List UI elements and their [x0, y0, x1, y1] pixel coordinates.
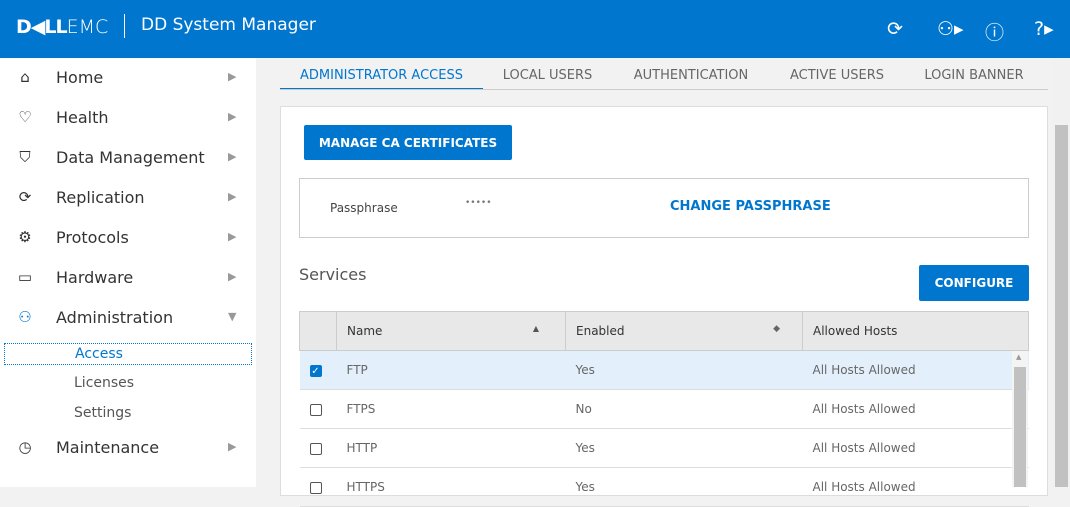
sidebar-item-data-management[interactable]: ⛉ Data Management ▶: [0, 138, 256, 178]
cell-allowed-hosts: All Hosts Allowed: [802, 467, 1029, 507]
table-row[interactable]: ✓ FTP Yes All Hosts Allowed: [299, 350, 1029, 390]
page-scroll-thumb[interactable]: [1055, 125, 1068, 487]
tab-authentication[interactable]: AUTHENTICATION: [633, 68, 749, 83]
table-scroll-thumb[interactable]: [1014, 367, 1026, 487]
sidebar-item-label: Hardware: [56, 268, 134, 287]
cell-enabled: Yes: [565, 467, 803, 507]
tab-divider: [280, 89, 1048, 90]
sidebar-item-label: Maintenance: [56, 438, 160, 457]
passphrase-box: Passphrase ••••• CHANGE PASSPHRASE: [299, 178, 1029, 238]
header-name-label: Name: [347, 324, 383, 338]
chevron-right-icon: ▶: [228, 70, 237, 83]
sidebar-item-administration[interactable]: ⚇ Administration ▼: [0, 298, 256, 338]
row-checkbox-cell[interactable]: [299, 389, 337, 429]
chevron-right-icon: ▶: [228, 230, 237, 243]
logo-dell: D◀LL: [16, 16, 68, 38]
health-icon: ♡: [18, 108, 32, 126]
column-header-enabled[interactable]: Enabled ◆: [565, 311, 803, 351]
home-icon: ⌂: [20, 68, 30, 86]
row-checkbox[interactable]: [309, 481, 322, 494]
table-row[interactable]: FTPS No All Hosts Allowed: [299, 389, 1029, 429]
sidebar-item-label: Administration: [56, 308, 174, 327]
replication-icon: ⟳: [18, 188, 32, 206]
help-icon[interactable]: ?▸: [1034, 18, 1054, 40]
cell-allowed-hosts: All Hosts Allowed: [802, 389, 1029, 429]
header-divider: [124, 14, 125, 38]
tab-login-banner[interactable]: LOGIN BANNER: [924, 68, 1024, 83]
row-checkbox-cell[interactable]: [299, 428, 337, 468]
row-checkbox[interactable]: [309, 403, 322, 416]
column-header-name[interactable]: Name ▲: [336, 311, 566, 351]
refresh-icon[interactable]: ⟳: [887, 18, 903, 40]
services-title: Services: [299, 265, 367, 284]
configure-button[interactable]: CONFIGURE: [919, 265, 1029, 301]
administration-icon: ⚇: [18, 308, 32, 326]
services-table: Name ▲ Enabled ◆ Allowed Hosts ✓ FTP Yes All …: [299, 311, 1029, 507]
scroll-up-icon[interactable]: ▲: [1016, 353, 1022, 361]
passphrase-value: •••••: [465, 198, 492, 208]
tab-administrator-access[interactable]: ADMINISTRATOR ACCESS: [280, 62, 483, 90]
maintenance-icon: ◷: [18, 438, 32, 456]
sidebar-item-label: Health: [56, 108, 109, 127]
column-header-allowed-hosts[interactable]: Allowed Hosts: [802, 311, 1029, 351]
sidebar-item-label: Replication: [56, 188, 145, 207]
sidebar-item-replication[interactable]: ⟳ Replication ▶: [0, 178, 256, 218]
sidebar-item-maintenance[interactable]: ◷ Maintenance ▶: [0, 428, 256, 468]
row-checkbox[interactable]: [309, 442, 322, 455]
change-passphrase-link[interactable]: CHANGE PASSPHRASE: [670, 199, 831, 214]
chevron-down-icon: ▼: [228, 310, 237, 323]
row-checkbox-cell[interactable]: ✓: [299, 350, 337, 390]
hardware-icon: ▭: [17, 268, 33, 286]
info-icon[interactable]: ⓘ: [985, 22, 1005, 44]
chevron-right-icon: ▶: [228, 190, 237, 203]
dell-emc-logo: D◀LLEMC: [16, 16, 108, 38]
sidebar-item-health[interactable]: ♡ Health ▶: [0, 98, 256, 138]
tab-local-users[interactable]: LOCAL USERS: [502, 68, 593, 83]
cell-name: HTTPS: [336, 467, 566, 507]
cell-name: FTP: [336, 350, 566, 390]
table-row[interactable]: HTTPS Yes All Hosts Allowed: [299, 467, 1029, 507]
logo-emc: EMC: [66, 16, 109, 38]
tab-active-users[interactable]: ACTIVE USERS: [789, 68, 885, 83]
user-icon[interactable]: ⚇▸: [937, 18, 964, 40]
sidebar-subitem-settings[interactable]: Settings: [74, 405, 132, 421]
data-management-icon: ⛉: [19, 148, 31, 166]
sidebar-item-hardware[interactable]: ▭ Hardware ▶: [0, 258, 256, 298]
sidebar-subitem-licenses[interactable]: Licenses: [74, 375, 135, 391]
cell-enabled: Yes: [565, 428, 803, 468]
chevron-right-icon: ▶: [228, 150, 237, 163]
header-enabled-label: Enabled: [576, 324, 625, 338]
sidebar: [0, 58, 256, 487]
cell-allowed-hosts: All Hosts Allowed: [802, 428, 1029, 468]
manage-ca-certificates-button[interactable]: MANAGE CA CERTIFICATES: [304, 125, 512, 160]
cell-allowed-hosts: All Hosts Allowed: [802, 350, 1029, 390]
chevron-right-icon: ▶: [228, 440, 237, 453]
sidebar-subitem-access[interactable]: Access: [4, 343, 252, 365]
sort-icon[interactable]: ◆: [773, 324, 780, 334]
chevron-right-icon: ▶: [228, 270, 237, 283]
cell-name: FTPS: [336, 389, 566, 429]
protocols-icon: ⚙: [18, 228, 32, 246]
sidebar-item-label: Protocols: [56, 228, 129, 247]
table-row[interactable]: HTTP Yes All Hosts Allowed: [299, 428, 1029, 468]
app-title: DD System Manager: [141, 15, 316, 35]
row-checkbox-cell[interactable]: [299, 467, 337, 507]
chevron-right-icon: ▶: [228, 110, 237, 123]
sidebar-item-home[interactable]: ⌂ Home ▶: [0, 58, 256, 98]
cell-name: HTTP: [336, 428, 566, 468]
sort-asc-icon[interactable]: ▲: [532, 324, 539, 333]
cell-enabled: No: [565, 389, 803, 429]
sidebar-item-protocols[interactable]: ⚙ Protocols ▶: [0, 218, 256, 258]
header-hosts-label: Allowed Hosts: [813, 324, 898, 338]
app-header: D◀LLEMC DD System Manager ⟳ ⚇▸ ⓘ ?▸: [0, 0, 1070, 58]
cell-enabled: Yes: [565, 350, 803, 390]
row-checkbox[interactable]: ✓: [309, 364, 322, 377]
sidebar-item-label: Data Management: [56, 148, 205, 167]
passphrase-label: Passphrase: [330, 201, 398, 215]
sidebar-item-label: Home: [56, 68, 104, 87]
select-all-header[interactable]: [299, 311, 337, 351]
